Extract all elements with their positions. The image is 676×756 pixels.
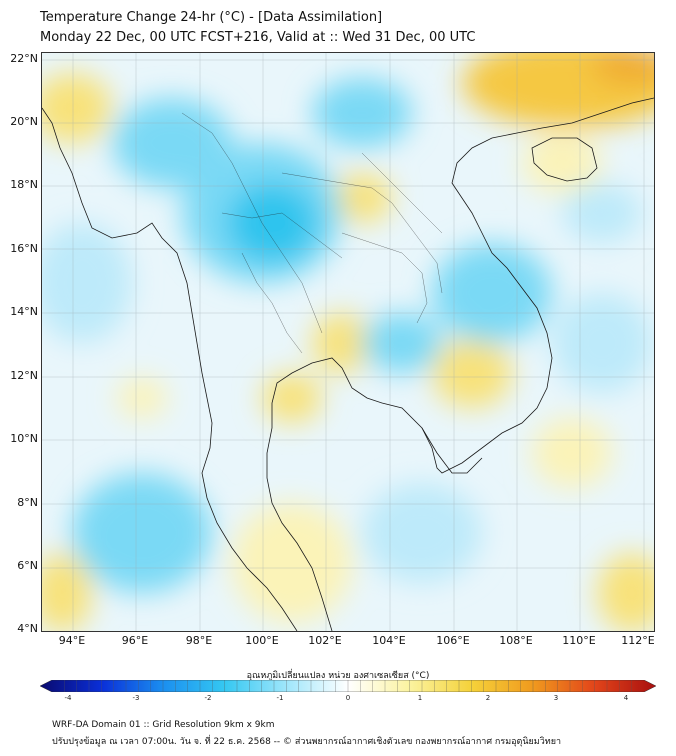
lat-label-16n: 16°N (10, 242, 38, 255)
coastline-vietnam-south (421, 427, 483, 474)
cool-area-gulf-south (362, 483, 482, 583)
warm-area-cambodia (312, 313, 372, 373)
cool-area-vietnam (432, 243, 552, 343)
warm-area-gulf (262, 373, 322, 423)
graticule (42, 53, 654, 631)
colorbar (40, 680, 656, 692)
footer-model-info: WRF-DA Domain 01 :: Grid Resolution 9km … (52, 720, 275, 730)
lat-label-22n: 22°N (10, 52, 38, 65)
lat-label-4n: 4°N (17, 622, 38, 635)
lat-label-6n: 6°N (17, 559, 38, 572)
colorbar-tick-neg1: -1 (276, 694, 284, 702)
lon-label-106e: 106°E (436, 634, 470, 647)
lon-label-102e: 102°E (308, 634, 342, 647)
coastline-hainan (531, 137, 598, 182)
temperature-change-map (42, 53, 654, 631)
warm-area-southwest (42, 553, 92, 631)
lon-label-96e: 96°E (121, 634, 149, 647)
colorbar-tick-4: 4 (623, 694, 629, 702)
warm-area-cambodia-east (432, 338, 512, 408)
warm-area-peninsula (232, 503, 352, 623)
warm-area-laos (332, 173, 392, 223)
chart-title: Temperature Change 24-hr (°C) - [Data As… (40, 10, 383, 25)
map-panel[interactable] (41, 52, 655, 632)
admin-borders (181, 112, 443, 354)
warm-area-south-sea (532, 418, 612, 488)
lat-label-12n: 12°N (10, 369, 38, 382)
colorbar-tick-neg4: -4 (64, 694, 72, 702)
cool-area-northeast (312, 78, 412, 148)
colorbar-tick-0: 0 (345, 694, 351, 702)
lat-label-10n: 10°N (10, 432, 38, 445)
lat-label-18n: 18°N (10, 178, 38, 191)
colorbar-tick-2: 2 (485, 694, 491, 702)
colorbar-tick-1: 1 (417, 694, 423, 702)
coastlines (42, 97, 654, 631)
lon-label-100e: 100°E (245, 634, 279, 647)
colorbar-divisions (64, 680, 632, 692)
warm-area-northwest (42, 73, 112, 143)
colorbar-tick-neg2: -2 (204, 694, 212, 702)
lon-label-110e: 110°E (562, 634, 596, 647)
lon-label-104e: 104°E (372, 634, 406, 647)
lon-label-98e: 98°E (185, 634, 213, 647)
cool-area-core (227, 183, 317, 263)
colorbar-tick-3: 3 (553, 694, 559, 702)
footer-credit: ปรับปรุงข้อมูล ณ เวลา 07:00น. วัน จ. ที่… (52, 737, 562, 747)
warm-area-andaman (117, 378, 167, 418)
lon-label-108e: 108°E (499, 634, 533, 647)
cool-area-east-sea (552, 293, 652, 393)
warm-area-south-china-core (592, 53, 654, 83)
cool-area-andaman-south (72, 473, 212, 593)
lat-label-14n: 14°N (10, 305, 38, 318)
colorbar-label: อุณหภูมิเปลี่ยนแปลง หน่วย องศาเซลเซียส (… (246, 671, 430, 681)
warm-area-southeast (597, 553, 654, 631)
coastline-mainland (42, 97, 654, 631)
temperature-field (42, 53, 654, 631)
cool-area-tonle-sap (362, 313, 442, 373)
lat-label-8n: 8°N (17, 496, 38, 509)
lat-label-20n: 20°N (10, 115, 38, 128)
cool-area-hainan-east (562, 183, 642, 243)
lon-label-94e: 94°E (58, 634, 86, 647)
colorbar-tick-neg3: -3 (132, 694, 140, 702)
cool-area-myanmar (112, 98, 232, 188)
lon-label-112e: 112°E (621, 634, 655, 647)
chart-subtitle: Monday 22 Dec, 00 UTC FCST+216, Valid at… (40, 30, 476, 45)
warm-area-hainan (522, 133, 602, 193)
